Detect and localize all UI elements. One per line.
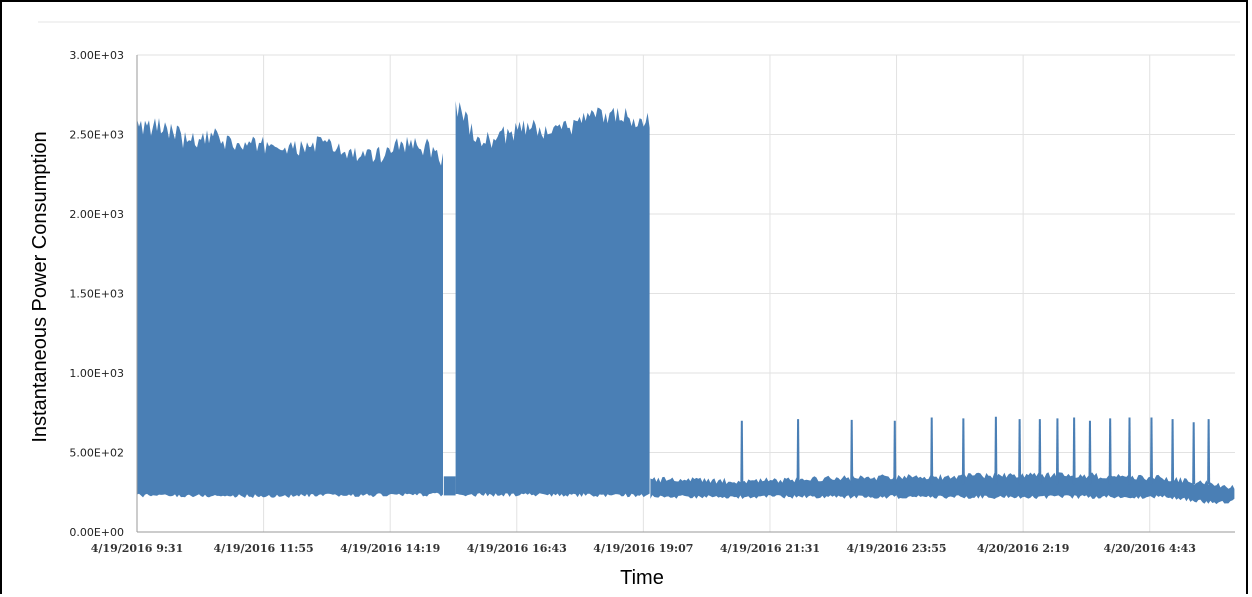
spike-mark — [1055, 418, 1059, 485]
y-axis-title: Instantaneous Power Consumption — [29, 131, 51, 442]
spike-mark — [1192, 422, 1196, 485]
spike-mark — [850, 419, 854, 485]
spike-mark — [796, 419, 800, 485]
y-tick-labels: 0.00E+00 5.00E+02 1.00E+03 1.50E+03 2.00E+03… — [69, 49, 124, 539]
y-tick-label: 5.00E+02 — [69, 447, 124, 460]
y-tick-label: 2.00E+03 — [69, 208, 124, 221]
spike-mark — [1108, 418, 1112, 485]
dense-block-1 — [137, 118, 443, 498]
spike-mark — [994, 416, 998, 485]
gap-connector — [443, 476, 456, 496]
spike-mark — [1171, 419, 1175, 485]
spike-mark — [1088, 420, 1092, 485]
spike-mark — [1149, 417, 1153, 485]
y-tick-label: 2.50E+03 — [69, 129, 124, 142]
y-tick-label: 0.00E+00 — [69, 526, 124, 539]
x-tick-label: 4/19/2016 11:55 — [214, 542, 314, 555]
series-area — [137, 101, 1235, 505]
y-tick-label: 1.50E+03 — [69, 288, 124, 301]
x-tick-label: 4/19/2016 9:31 — [91, 542, 183, 555]
spike-mark — [930, 417, 934, 485]
spike-mark — [740, 420, 744, 485]
spike-mark — [1207, 419, 1211, 485]
spike-mark — [961, 418, 965, 485]
x-axis-title: Time — [620, 567, 664, 589]
y-tick-label: 3.00E+03 — [69, 49, 124, 62]
x-tick-label: 4/19/2016 16:43 — [467, 542, 567, 555]
spike-mark — [1038, 419, 1042, 485]
x-tick-label: 4/19/2016 19:07 — [593, 542, 693, 555]
spike-mark — [1072, 417, 1076, 485]
x-tick-label: 4/19/2016 23:55 — [846, 542, 946, 555]
dense-block-2 — [455, 101, 650, 498]
x-tick-label: 4/19/2016 21:31 — [720, 542, 820, 555]
spike-mark — [893, 420, 897, 485]
y-tick-label: 1.00E+03 — [69, 367, 124, 380]
baseline-band — [650, 472, 1235, 505]
x-tick-labels: 4/19/2016 9:31 4/19/2016 11:55 4/19/2016 1… — [91, 542, 1196, 555]
x-tick-label: 4/19/2016 14:19 — [340, 542, 440, 555]
x-tick-label: 4/20/2016 2:19 — [977, 542, 1069, 555]
spike-mark — [1018, 419, 1022, 485]
spike-mark — [1128, 417, 1132, 485]
x-tick-label: 4/20/2016 4:43 — [1103, 542, 1195, 555]
